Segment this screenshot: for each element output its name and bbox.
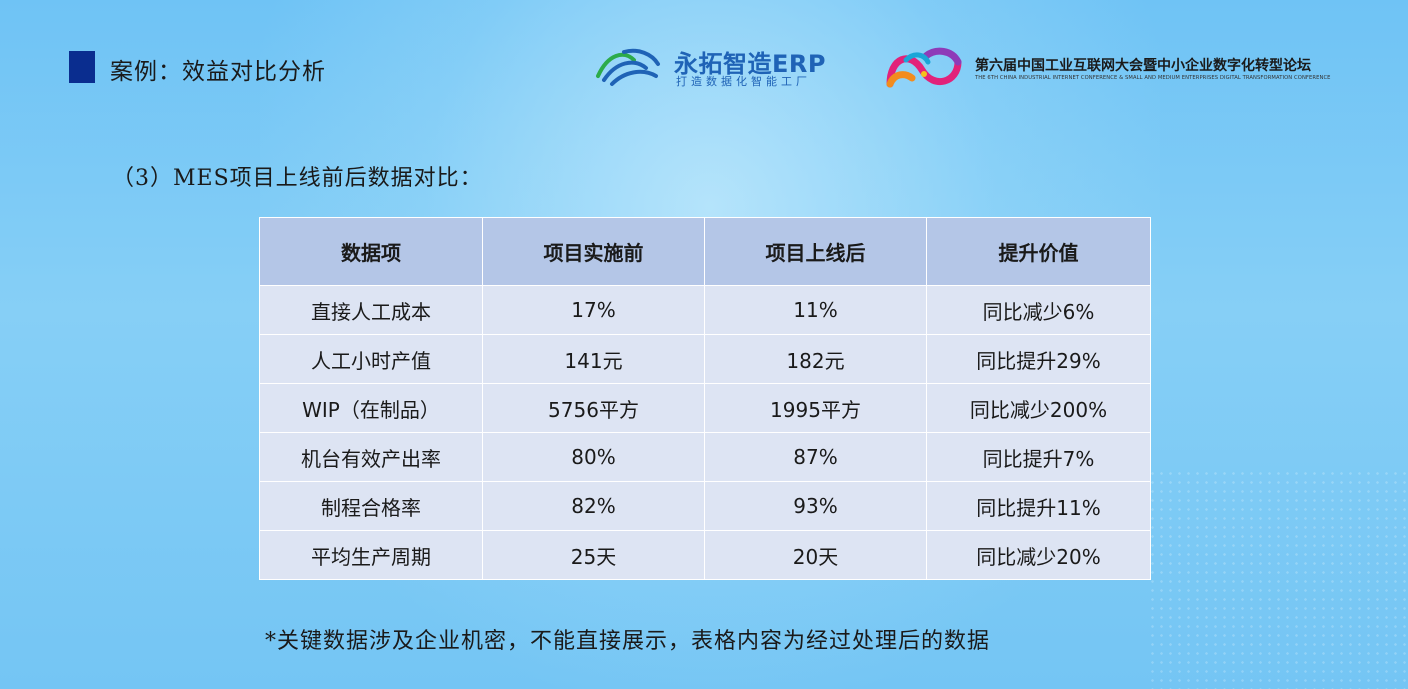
table-cell: 平均生产周期 [259, 530, 483, 580]
table-cell: 同比提升11% [926, 481, 1151, 531]
table-row: 直接人工成本 17% 11% 同比减少6% [259, 285, 1151, 335]
table-cell: 5756平方 [482, 383, 705, 433]
table-cell: 11% [704, 285, 927, 335]
conference-logo-icon [886, 47, 962, 88]
table-row: 人工小时产值 141元 182元 同比提升29% [259, 334, 1151, 384]
table-cell: 同比减少6% [926, 285, 1151, 335]
column-header: 提升价值 [926, 217, 1151, 286]
table-cell: 141元 [482, 334, 705, 384]
erp-logo-slogan: 打造数据化智能工厂 [676, 75, 811, 88]
table-cell: 同比减少200% [926, 383, 1151, 433]
title-accent-bar [69, 51, 95, 83]
column-header: 数据项 [259, 217, 483, 286]
table-cell: 82% [482, 481, 705, 531]
erp-logo: 永拓智造ERP 打造数据化智能工厂 [594, 44, 834, 92]
table-cell: 同比提升7% [926, 432, 1151, 482]
column-header: 项目上线后 [704, 217, 927, 286]
table-cell: 同比提升29% [926, 334, 1151, 384]
table-cell: 1995平方 [704, 383, 927, 433]
table-cell: 25天 [482, 530, 705, 580]
table-cell: 87% [704, 432, 927, 482]
table-cell: 17% [482, 285, 705, 335]
table-row: 制程合格率 82% 93% 同比提升11% [259, 481, 1151, 531]
table-cell: 制程合格率 [259, 481, 483, 531]
conference-english-name: THE 6TH CHINA INDUSTRIAL INTERNET CONFER… [975, 75, 1331, 81]
section-subtitle: （3）MES项目上线前后数据对比： [112, 166, 483, 191]
table-cell: 同比减少20% [926, 530, 1151, 580]
table-row: 机台有效产出率 80% 87% 同比提升7% [259, 432, 1151, 482]
table-cell: 182元 [704, 334, 927, 384]
table-cell: 20天 [704, 530, 927, 580]
footnote: *关键数据涉及企业机密，不能直接展示，表格内容为经过处理后的数据 [265, 629, 991, 654]
table-cell: 80% [482, 432, 705, 482]
background-dot-pattern [1148, 469, 1408, 689]
table-cell: 93% [704, 481, 927, 531]
comparison-table: 数据项 项目实施前 项目上线后 提升价值 直接人工成本 17% 11% 同比减少… [259, 217, 1151, 580]
table-cell: 直接人工成本 [259, 285, 483, 335]
column-header: 项目实施前 [482, 217, 705, 286]
erp-logo-icon [596, 48, 660, 86]
table-header-row: 数据项 项目实施前 项目上线后 提升价值 [259, 217, 1151, 286]
conference-name: 第六届中国工业互联网大会暨中小企业数字化转型论坛 [975, 58, 1311, 74]
table-cell: 机台有效产出率 [259, 432, 483, 482]
table-row: 平均生产周期 25天 20天 同比减少20% [259, 530, 1151, 580]
table-row: WIP（在制品） 5756平方 1995平方 同比减少200% [259, 383, 1151, 433]
conference-logo: 第六届中国工业互联网大会暨中小企业数字化转型论坛 THE 6TH CHINA I… [884, 44, 1354, 96]
table-cell: WIP（在制品） [259, 383, 483, 433]
table-cell: 人工小时产值 [259, 334, 483, 384]
erp-logo-name: 永拓智造ERP [674, 50, 826, 78]
page-title: 案例：效益对比分析 [110, 59, 326, 85]
